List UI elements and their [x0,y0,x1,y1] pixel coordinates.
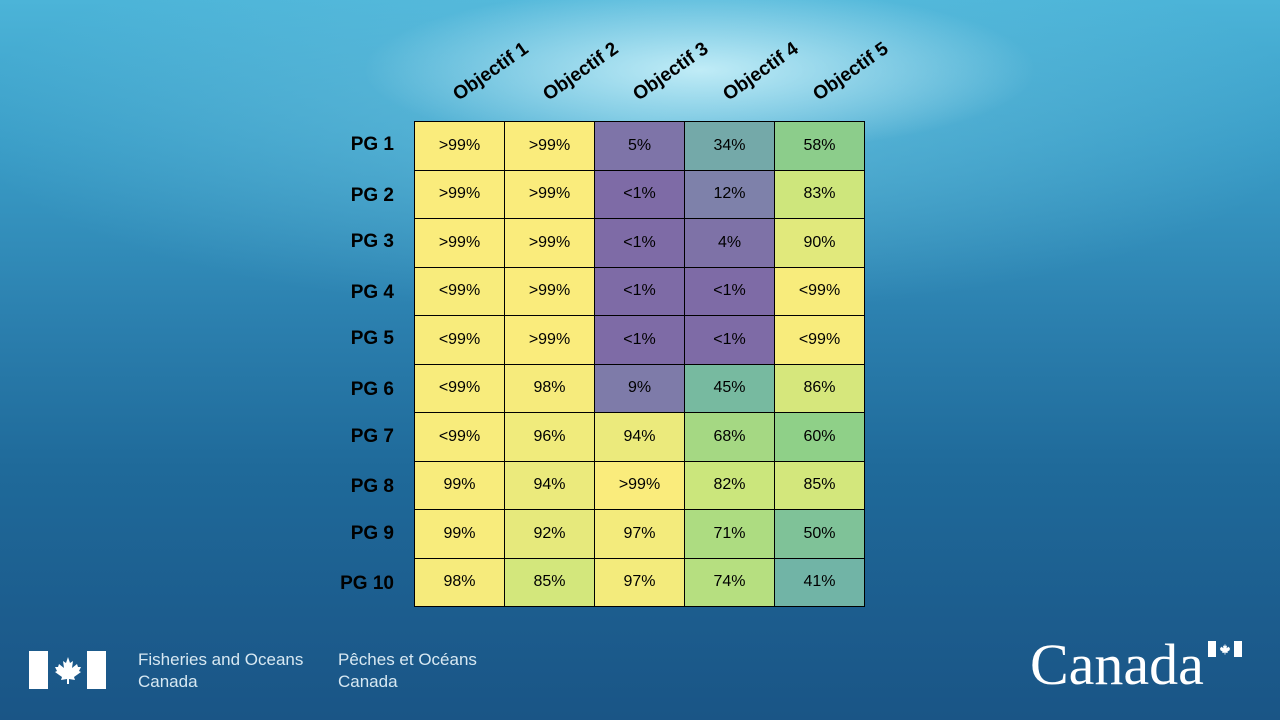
row-label: PG 7 [350,425,394,447]
heatmap-cell: >99% [504,266,595,316]
row-label: PG 4 [350,281,394,303]
department-name-fr: Pêches et Océans Canada [338,649,477,693]
heatmap-cell: <1% [594,315,685,365]
row-label: PG 2 [350,184,394,206]
heatmap-cell: 96% [504,412,595,462]
table-row: <99% 96% 94% 68% 60% [414,412,865,462]
department-name-en: Fisheries and Oceans Canada [138,649,303,693]
table-row: 98% 85% 97% 74% 41% [414,557,865,607]
heatmap-cell: 86% [774,363,865,413]
column-header-label: Objectif 4 [719,38,803,106]
heatmap-cell: 9% [594,363,685,413]
heatmap-cell: <99% [414,315,505,365]
row-label: PG 6 [350,379,394,400]
heatmap-cell: <1% [684,266,775,316]
row-label: PG 5 [350,328,394,350]
heatmap-cell: 85% [504,557,595,607]
row-label: PG 8 [350,476,394,498]
table-row: >99% >99% 5% 34% 58% [414,121,865,171]
heatmap-cell: 45% [684,363,775,413]
table-row: >99% >99% <1% 4% 90% [414,218,865,268]
canada-flag-logo [29,651,106,689]
wordmark-flag-icon [1208,641,1242,657]
heatmap-cell: <1% [684,315,775,365]
heatmap-cell: <99% [774,266,865,316]
row-label: PG 1 [350,134,394,155]
heatmap-cell: 50% [774,509,865,559]
table-row: 99% 94% >99% 82% 85% [414,460,865,510]
heatmap-cell: <99% [414,266,505,316]
heatmap-cell: 99% [414,460,505,510]
heatmap-cell: 68% [684,412,775,462]
heatmap-cell: >99% [414,121,505,171]
flag-left-bar [29,651,48,689]
table-row: 99% 92% 97% 71% 50% [414,509,865,559]
heatmap-cell: <1% [594,169,685,219]
row-label: PG 9 [350,522,394,544]
row-label: PG 3 [350,231,394,253]
flag-right-bar [87,651,106,689]
table-row: <99% >99% <1% <1% <99% [414,315,865,365]
department-en-line-1: Fisheries and Oceans [138,650,304,669]
heatmap-cell: 74% [684,557,775,607]
table-row: >99% >99% <1% 12% 83% [414,169,865,219]
heatmap-cell: 4% [684,218,775,268]
row-label: PG 10 [340,573,394,595]
column-header-label: Objectif 5 [809,38,893,106]
department-fr-line-1: Pêches et Océans [338,650,477,669]
table-row: <99% >99% <1% <1% <99% [414,266,865,316]
heatmap-cell: 58% [774,121,865,171]
heatmap-cell: >99% [504,121,595,171]
heatmap-cell: 82% [684,460,775,510]
heatmap-cell: 85% [774,460,865,510]
heatmap-cell: >99% [414,218,505,268]
heatmap-cell: <99% [414,363,505,413]
heatmap-cell: 98% [504,363,595,413]
heatmap-cell: >99% [504,218,595,268]
heatmap-cell: 83% [774,169,865,219]
column-header-label: Objectif 1 [449,38,533,106]
heatmap-cell: 41% [774,557,865,607]
heatmap-cell: 97% [594,557,685,607]
heatmap-cell: >99% [594,460,685,510]
heatmap-cell: <1% [594,266,685,316]
heatmap-cell: <99% [414,412,505,462]
column-header-label: Objectif 3 [629,38,713,106]
department-en-line-2: Canada [138,672,198,691]
heatmap-cell: >99% [504,315,595,365]
heatmap-cell: 94% [504,460,595,510]
heatmap-cell: >99% [504,169,595,219]
department-fr-line-2: Canada [338,672,398,691]
heatmap-table: >99% >99% 5% 34% 58% >99% >99% <1% 12% 83% >99% >99… [414,121,865,607]
heatmap-cell: 99% [414,509,505,559]
heatmap-cell: <1% [594,218,685,268]
heatmap-cell: 5% [594,121,685,171]
heatmap-cell: 94% [594,412,685,462]
heatmap-cell: 71% [684,509,775,559]
canada-wordmark: Canada [1030,632,1204,697]
heatmap-cell: 90% [774,218,865,268]
heatmap-cell: >99% [414,169,505,219]
heatmap-cell: 92% [504,509,595,559]
column-header-label: Objectif 2 [539,38,623,106]
heatmap-cell: <99% [774,315,865,365]
heatmap-cell: 60% [774,412,865,462]
heatmap-cell: 34% [684,121,775,171]
heatmap-cell: 98% [414,557,505,607]
maple-leaf-icon [48,651,87,689]
heatmap-cell: 12% [684,169,775,219]
table-row: <99% 98% 9% 45% 86% [414,363,865,413]
heatmap-cell: 97% [594,509,685,559]
